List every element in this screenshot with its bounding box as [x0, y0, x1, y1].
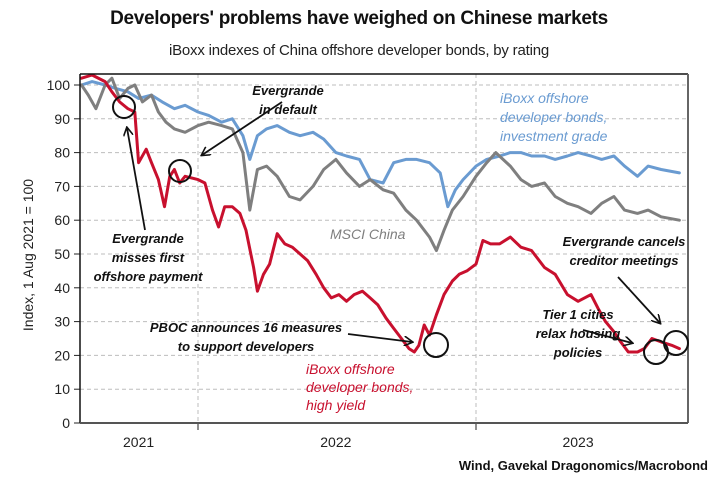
x-tick-label: 2021: [123, 434, 154, 450]
annotation-arrow-pboc-16-measures: [347, 333, 412, 342]
annotation-arrow-evergrande-cancels-meetings: [617, 276, 660, 323]
series-line-investment-grade: [80, 80, 681, 209]
chart-title: Developers' problems have weighed on Chi…: [110, 8, 608, 29]
annotations-layer: iBoxx offshore developer bonds, investment…: [94, 83, 689, 413]
y-tick-label: 20: [54, 347, 70, 363]
annotation-circle-evergrande-cancels-meetings: [663, 330, 689, 356]
y-tick-label: 30: [54, 314, 70, 330]
annotation-circle-pboc-16-measures: [423, 332, 449, 358]
series-label-high-yield: iBoxx offshore: [306, 361, 395, 377]
series-label-investment-grade: iBoxx offshore: [500, 90, 589, 106]
y-tick-label: 70: [54, 178, 70, 194]
series-label-msci-china: MSCI China: [330, 226, 406, 242]
annotation-text-tier1-relax-housing: relax housing: [536, 326, 621, 341]
annotation-text-tier1-relax-housing: policies: [553, 345, 602, 360]
series-line-high-yield: [80, 73, 681, 354]
y-tick-label: 60: [54, 212, 70, 228]
y-tick-label: 10: [54, 381, 70, 397]
annotation-arrow-tier1-relax-housing: [582, 329, 632, 343]
gridlines: [80, 74, 688, 423]
x-tick-label: 2022: [320, 434, 351, 450]
annotation-text-evergrande-misses-payment: misses first: [112, 250, 185, 265]
annotation-text-evergrande-cancels-meetings: Evergrande cancels: [563, 234, 686, 249]
annotation-text-evergrande-default: Evergrande: [252, 83, 324, 98]
y-tick-label: 40: [54, 280, 70, 296]
annotation-text-tier1-relax-housing: Tier 1 cities: [542, 307, 613, 322]
axes: 0 10 20 30 40 50 60 70 80 90 100 2021 2022 2023: [47, 73, 689, 450]
annotation-arrow-evergrande-default: [202, 101, 283, 155]
y-tick-label: 50: [54, 246, 70, 262]
x-tick-label: 2023: [562, 434, 593, 450]
series-label-investment-grade: investment grade: [500, 128, 608, 144]
annotation-text-pboc-16-measures: to support developers: [178, 339, 315, 354]
y-tick-label: 80: [54, 145, 70, 161]
annotation-text-evergrande-cancels-meetings: creditor meetings: [569, 253, 678, 268]
series-label-investment-grade: developer bonds,: [500, 109, 607, 125]
annotation-arrow-evergrande-misses-payment: [127, 128, 146, 231]
annotation-text-evergrande-misses-payment: offshore payment: [94, 269, 204, 284]
series-line-msci-china: [80, 76, 681, 253]
series-label-high-yield: high yield: [306, 397, 366, 413]
y-axis-label: Index, 1 Aug 2021 = 100: [20, 179, 36, 331]
y-tick-label: 100: [47, 77, 71, 93]
annotation-text-pboc-16-measures: PBOC announces 16 measures: [150, 320, 342, 335]
chart-subtitle: iBoxx indexes of China offshore develope…: [168, 42, 550, 59]
y-tick-label: 0: [62, 415, 70, 431]
source-note: Wind, Gavekal Dragonomics/Macrobond: [458, 458, 708, 473]
series-label-high-yield: developer bonds,: [306, 379, 413, 395]
annotation-circle-evergrande-default: [168, 159, 192, 183]
annotation-circle-evergrande-misses-payment: [112, 95, 136, 119]
series-layer: [80, 73, 681, 354]
annotation-text-evergrande-default: in default: [259, 102, 317, 117]
annotation-text-evergrande-misses-payment: Evergrande: [112, 231, 184, 246]
y-tick-label: 90: [54, 111, 70, 127]
